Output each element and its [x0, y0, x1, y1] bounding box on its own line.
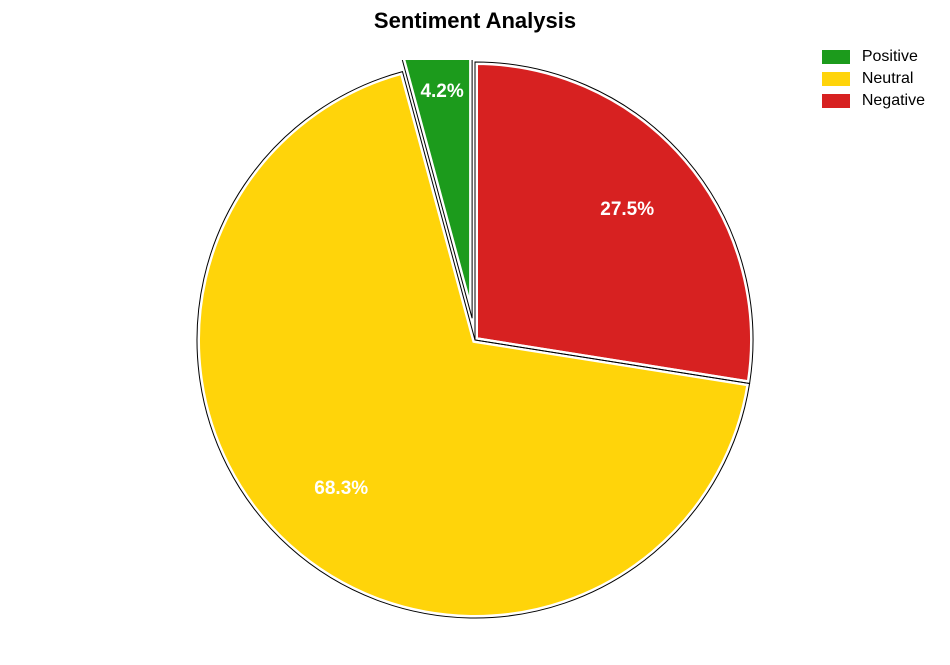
slice-label-neutral: 68.3% — [314, 478, 368, 500]
pie-svg — [0, 60, 950, 660]
pie-slice — [475, 62, 753, 383]
chart-title: Sentiment Analysis — [0, 8, 950, 34]
slice-label-positive: 4.2% — [420, 81, 463, 103]
slice-label-negative: 27.5% — [600, 199, 654, 221]
pie-chart: 27.5% 68.3% 4.2% — [0, 60, 950, 660]
